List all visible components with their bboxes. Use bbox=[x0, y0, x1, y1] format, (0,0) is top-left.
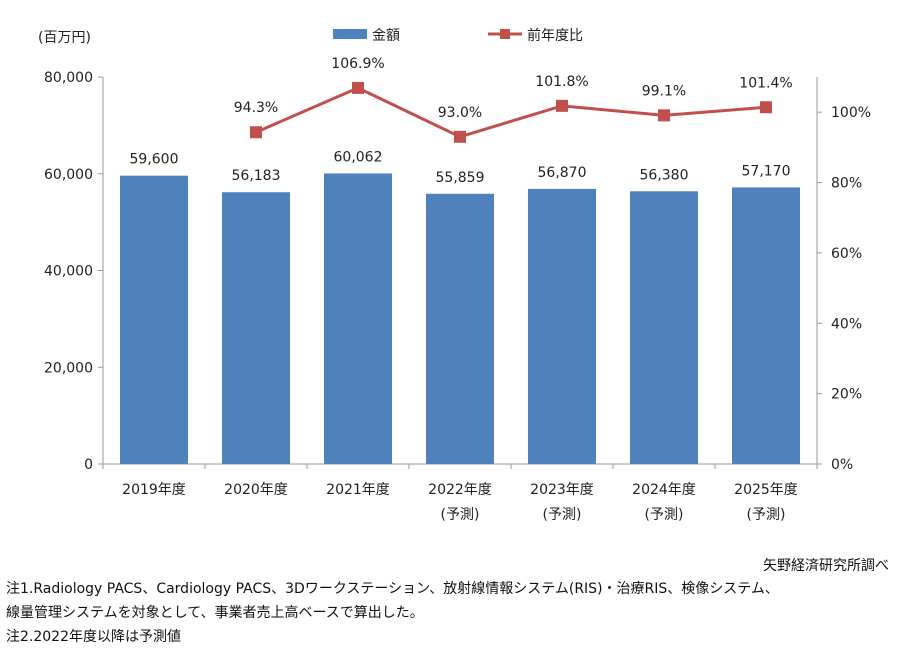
right-tick-label: 0% bbox=[831, 457, 853, 473]
legend-bar-label: 金額 bbox=[372, 28, 400, 44]
category-label: 2025年度 bbox=[734, 482, 798, 498]
bar-2025年度 bbox=[732, 187, 800, 464]
right-tick-label: 20% bbox=[831, 387, 862, 403]
note-2: 注2.2022年度以降は予測値 bbox=[6, 629, 181, 645]
bar-2021年度 bbox=[324, 173, 392, 464]
category-label: 2022年度 bbox=[428, 482, 492, 498]
right-tick-label: 60% bbox=[831, 246, 862, 262]
bar-data-label: 56,380 bbox=[640, 167, 689, 183]
bar-2020年度 bbox=[222, 192, 290, 465]
bar-data-label: 59,600 bbox=[130, 152, 179, 168]
ratio-marker bbox=[556, 99, 568, 112]
right-tick-label: 80% bbox=[831, 176, 862, 192]
ratio-marker bbox=[250, 126, 262, 139]
category-label: 2024年度 bbox=[632, 482, 696, 498]
category-sublabel: (予測) bbox=[441, 507, 480, 523]
bar-2024年度 bbox=[630, 191, 698, 464]
bar-2019年度 bbox=[120, 175, 188, 464]
right-tick-label: 40% bbox=[831, 316, 862, 332]
ratio-marker bbox=[454, 130, 466, 143]
ratio-data-label: 94.3% bbox=[234, 100, 278, 116]
category-sublabel: (予測) bbox=[543, 507, 582, 523]
unit-label: (百万円) bbox=[38, 30, 91, 46]
combo-chart: 0 20,000 40,000 60,000 80,000 0% 20% 40% 60% 80% 1… bbox=[38, 27, 871, 523]
bar-data-label: 60,062 bbox=[334, 149, 383, 165]
ratio-data-label: 99.1% bbox=[642, 83, 686, 99]
bar-data-label: 55,859 bbox=[436, 170, 485, 186]
category-label: 2020年度 bbox=[224, 482, 288, 498]
category-label: 2019年度 bbox=[122, 482, 186, 498]
bar-2023年度 bbox=[528, 188, 596, 465]
ratio-marker bbox=[352, 81, 364, 94]
note-1-line-1: 注1.Radiology PACS、Cardiology PACS、3Dワークス… bbox=[6, 581, 779, 597]
ratio-line bbox=[255, 86, 767, 139]
ratio-data-label: 101.4% bbox=[739, 75, 792, 91]
ratio-marker bbox=[760, 101, 772, 114]
legend-bar-swatch bbox=[333, 29, 367, 39]
legend-line-marker bbox=[500, 29, 510, 39]
category-label: 2021年度 bbox=[326, 482, 390, 498]
left-tick-label: 40,000 bbox=[44, 264, 93, 280]
note-1-line-2: 線量管理システムを対象として、事業者売上高ベースで算出した。 bbox=[6, 605, 424, 621]
category-sublabel: (予測) bbox=[747, 507, 786, 523]
left-tick-label: 0 bbox=[84, 457, 93, 473]
source-credit: 矢野経済研究所調べ bbox=[763, 558, 889, 574]
left-tick-label: 60,000 bbox=[44, 167, 93, 183]
bar-data-label: 56,870 bbox=[538, 165, 587, 181]
right-tick-label: 100% bbox=[831, 105, 871, 121]
bar-data-label: 56,183 bbox=[232, 168, 281, 184]
legend-line-label: 前年度比 bbox=[527, 27, 583, 44]
ratio-data-label: 101.8% bbox=[535, 74, 588, 90]
ratio-marker bbox=[658, 109, 670, 122]
bar-2022年度 bbox=[426, 193, 494, 464]
bar-data-label: 57,170 bbox=[742, 163, 791, 179]
ratio-data-label: 93.0% bbox=[438, 105, 482, 121]
category-sublabel: (予測) bbox=[645, 507, 684, 523]
category-label: 2023年度 bbox=[530, 482, 594, 498]
ratio-data-label: 106.9% bbox=[331, 56, 384, 72]
left-tick-label: 20,000 bbox=[44, 360, 93, 376]
left-tick-label: 80,000 bbox=[44, 70, 93, 86]
